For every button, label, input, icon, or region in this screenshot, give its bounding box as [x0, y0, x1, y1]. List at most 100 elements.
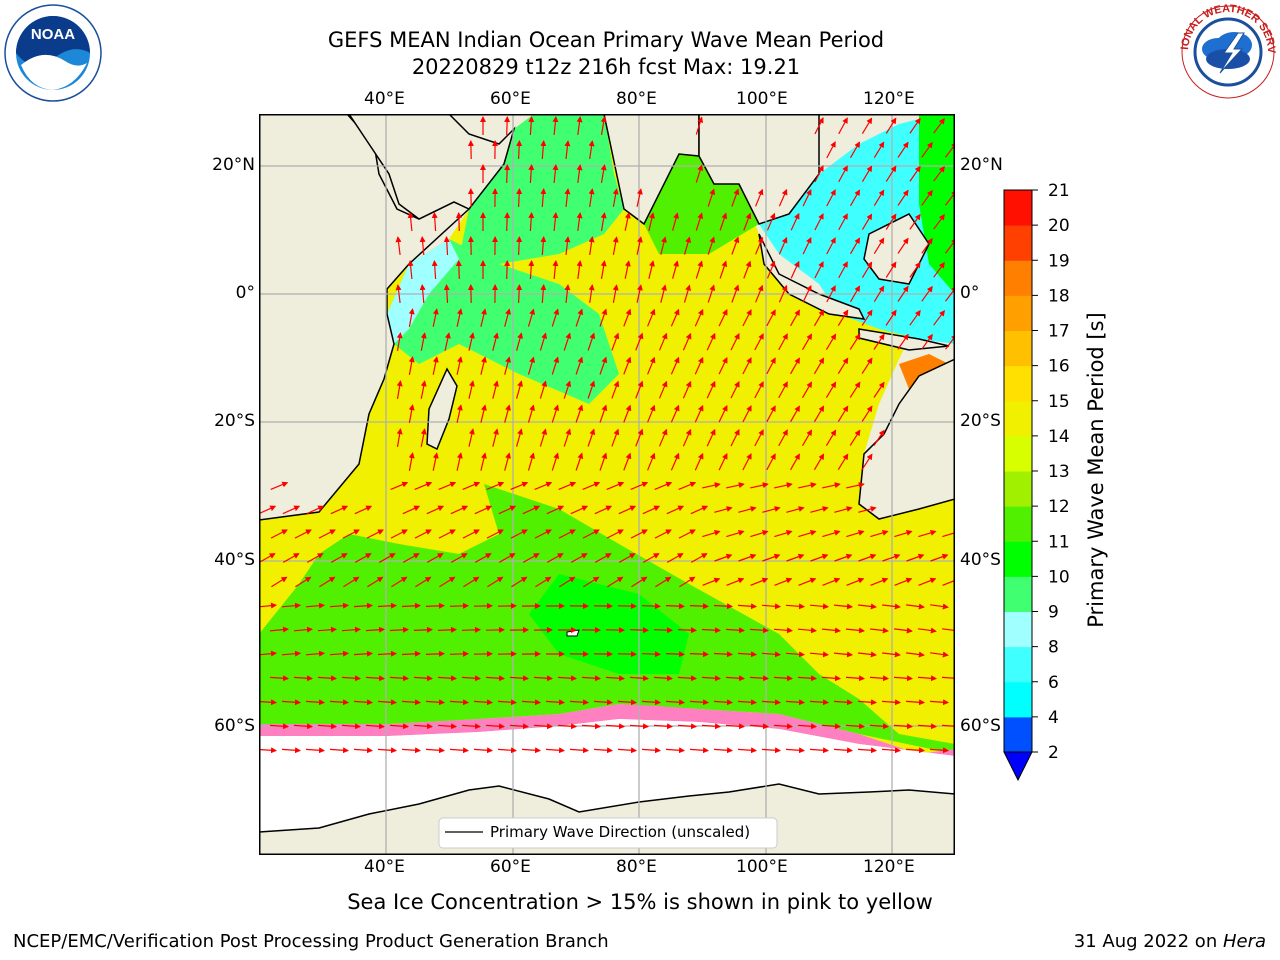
wave-arrow: [648, 260, 655, 279]
wave-arrow: [431, 260, 438, 280]
wave-arrow: [647, 308, 656, 327]
wave-arrow: [551, 356, 560, 375]
wave-arrow: [630, 481, 649, 490]
lat-tick-right-20n: 20°N: [960, 155, 1003, 175]
wave-arrow: [653, 627, 673, 634]
wave-arrow: [695, 116, 704, 135]
wave-arrow: [438, 529, 456, 539]
wave-arrow: [790, 405, 800, 423]
wave-arrow: [551, 308, 560, 327]
wave-arrow: [730, 333, 740, 351]
wave-arrow: [294, 529, 312, 539]
map-subtitle: 20220829 t12z 216h fcst Max: 19.21: [411, 55, 801, 79]
wave-arrow: [395, 284, 402, 303]
wave-arrow: [480, 356, 487, 375]
wave-arrow: [329, 699, 349, 706]
wave-arrow: [545, 747, 565, 754]
wave-arrow: [761, 651, 781, 658]
wave-arrow: [730, 429, 740, 447]
wave-arrow: [330, 505, 349, 515]
wave-arrow: [271, 576, 288, 588]
wave-arrow: [861, 453, 873, 470]
colorbar-segment: [1004, 611, 1032, 648]
wave-arrow: [933, 261, 945, 278]
wave-arrow: [545, 699, 565, 706]
wave-arrow: [790, 357, 800, 375]
wave-arrow: [510, 481, 529, 490]
wave-arrow: [319, 576, 336, 588]
wave-arrow: [306, 553, 324, 563]
wave-arrow: [825, 429, 837, 447]
wave-arrow: [600, 164, 607, 183]
wave-arrow: [762, 553, 781, 562]
africa-coastline: [259, 114, 471, 521]
wave-arrow: [558, 481, 577, 490]
wave-arrow: [576, 212, 583, 231]
wave-arrow: [414, 529, 432, 539]
wave-arrow: [366, 529, 384, 539]
wave-arrow: [885, 117, 897, 134]
wave-arrow: [353, 602, 373, 609]
wave-arrow: [713, 651, 733, 658]
wave-arrow: [504, 404, 511, 423]
wave-arrow: [432, 308, 439, 327]
wave-arrow: [569, 699, 589, 706]
wave-arrow: [754, 429, 764, 447]
wave-arrow: [587, 428, 596, 447]
wave-arrow: [750, 577, 769, 586]
wave-arrow: [857, 747, 877, 754]
wave-arrow: [551, 404, 560, 423]
wave-arrow: [564, 236, 571, 255]
wave-arrow: [941, 675, 955, 682]
wave-arrow: [305, 602, 325, 609]
wave-arrow: [635, 380, 644, 399]
nws-logo: NATIONAL WEATHER SERVICE: [1178, 3, 1277, 99]
wave-arrow: [559, 576, 576, 588]
wave-arrow: [396, 380, 403, 399]
wave-arrow: [785, 699, 805, 706]
wave-arrow: [762, 506, 781, 513]
lat-tick-right-40s: 40°S: [960, 550, 1001, 570]
wave-arrow: [582, 481, 601, 490]
wave-arrow: [611, 332, 620, 351]
wave-arrow: [485, 675, 505, 682]
wave-arrow: [486, 529, 504, 539]
sea-ice-caption: Sea Ice Concentration > 15% is shown in …: [347, 890, 933, 914]
wave-arrow: [893, 723, 913, 730]
wave-arrow: [365, 723, 385, 730]
wave-arrow: [672, 260, 679, 279]
wave-arrow: [933, 310, 946, 326]
wave-arrow: [546, 553, 564, 563]
wave-arrow: [509, 675, 529, 682]
wave-arrow: [624, 212, 631, 231]
wave-arrow: [540, 284, 547, 304]
wave-arrow: [778, 188, 788, 207]
wave-arrow: [426, 553, 444, 563]
wave-arrow: [861, 357, 873, 374]
wave-arrow: [677, 723, 697, 730]
wave-arrow: [742, 453, 752, 471]
wave-arrow: [849, 237, 861, 255]
wave-arrow: [718, 404, 728, 423]
wave-arrow: [623, 308, 632, 327]
wave-arrow: [801, 381, 813, 399]
wave-arrow: [599, 356, 608, 375]
wave-arrow: [719, 212, 728, 231]
wave-arrow: [701, 627, 721, 634]
wave-arrow: [353, 699, 373, 706]
wave-arrow: [837, 405, 849, 423]
wave-arrow: [837, 453, 849, 471]
wave-arrow: [893, 675, 913, 682]
wave-arrow: [858, 603, 877, 610]
wave-arrow: [861, 261, 873, 279]
wave-arrow: [377, 602, 397, 609]
wave-arrow: [612, 284, 619, 303]
map-frame: [259, 114, 955, 855]
wave-arrow: [778, 381, 788, 399]
colorbar-tick-label: 16: [1048, 357, 1070, 377]
ocean-green-core: [529, 574, 689, 674]
wave-arrow: [463, 576, 480, 588]
wave-arrow: [689, 699, 709, 706]
wave-arrow: [540, 236, 547, 256]
wave-arrow: [665, 699, 685, 706]
